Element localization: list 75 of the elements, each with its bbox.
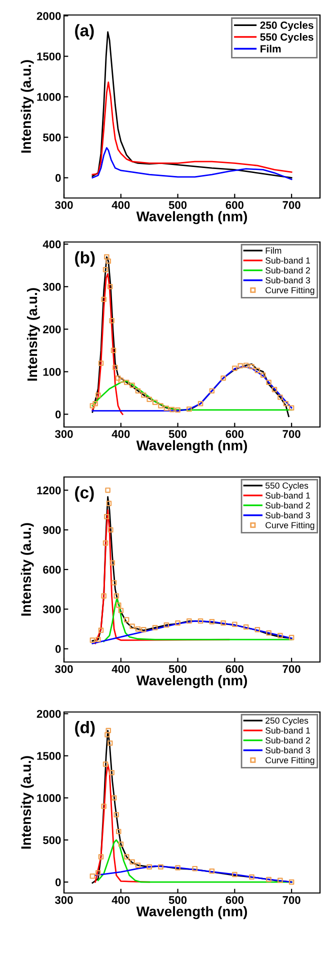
legend-label: Sub-band 2 bbox=[266, 502, 310, 508]
y-axis-title: Intensity (a.u.) bbox=[20, 523, 34, 616]
legend-label: Sub-band 1 bbox=[266, 257, 310, 264]
legend-label: Film bbox=[260, 44, 281, 52]
line-series bbox=[92, 620, 292, 644]
y-axis-title: Intensity (a.u.) bbox=[20, 756, 34, 849]
x-tick-label: 500 bbox=[168, 430, 187, 438]
x-tick-label: 400 bbox=[112, 430, 130, 438]
legend-label: 250 Cycles bbox=[266, 717, 308, 726]
y-tick-label: 300 bbox=[42, 282, 61, 291]
legend-label: Sub-band 1 bbox=[266, 492, 310, 499]
line-series bbox=[94, 865, 292, 883]
x-tick-label: 400 bbox=[112, 665, 130, 673]
y-tick-label: 500 bbox=[43, 836, 61, 844]
legend-label: 550 Cycles bbox=[260, 33, 314, 43]
annotation: (c) bbox=[75, 486, 94, 502]
y-tick-label: 1500 bbox=[37, 52, 61, 60]
y-tick-label: 2000 bbox=[36, 12, 61, 20]
x-tick-label: 500 bbox=[168, 896, 187, 904]
y-axis-title: Intensity (a.u.) bbox=[26, 288, 40, 381]
line-series bbox=[92, 82, 292, 176]
y-tick-label: 2000 bbox=[36, 710, 61, 718]
y-tick-label: 200 bbox=[43, 325, 61, 334]
x-tick-label: 700 bbox=[282, 430, 300, 438]
line-series bbox=[103, 598, 292, 642]
x-tick-label: 700 bbox=[282, 896, 300, 904]
annotation: (d) bbox=[75, 721, 95, 737]
x-tick-label: 400 bbox=[112, 896, 130, 904]
y-tick-label: 1000 bbox=[37, 794, 61, 802]
legend-label: Curve Fitting bbox=[266, 756, 314, 766]
legend-label: Sub-band 3 bbox=[266, 746, 310, 754]
legend-label: Film bbox=[266, 247, 282, 254]
y-tick-label: 600 bbox=[43, 566, 61, 574]
line-series bbox=[92, 380, 292, 411]
legend-label: 550 Cycles bbox=[266, 482, 308, 490]
x-axis-title: Wavelength (nm) bbox=[136, 211, 247, 224]
y-tick-label: 0 bbox=[55, 645, 61, 653]
legend-label: Curve Fitting bbox=[266, 522, 314, 530]
y-tick-label: 0 bbox=[55, 174, 61, 182]
legend-label: Sub-band 2 bbox=[266, 267, 310, 274]
x-tick-label: 700 bbox=[282, 201, 300, 209]
x-tick-label: 600 bbox=[226, 896, 244, 904]
line-series bbox=[92, 147, 292, 180]
y-tick-label: 1500 bbox=[37, 752, 61, 760]
x-tick-label: 700 bbox=[282, 665, 300, 673]
x-tick-label: 600 bbox=[226, 430, 244, 438]
line-series bbox=[92, 273, 124, 415]
annotation: (a) bbox=[75, 24, 94, 40]
x-tick-label: 400 bbox=[112, 201, 130, 209]
x-axis-title: Wavelength (nm) bbox=[136, 906, 247, 920]
x-tick-label: 600 bbox=[226, 665, 244, 673]
annotation: (b) bbox=[75, 251, 95, 267]
y-axis-title: Intensity (a.u.) bbox=[20, 60, 34, 153]
y-tick-label: 1000 bbox=[37, 93, 61, 101]
legend-label: Curve Fitting bbox=[266, 286, 314, 296]
legend-label: Sub-band 3 bbox=[266, 512, 310, 518]
y-tick-label: 500 bbox=[43, 134, 61, 142]
x-tick-label: 500 bbox=[168, 201, 187, 209]
x-tick-label: 500 bbox=[168, 665, 187, 673]
legend-label: 250 Cycles bbox=[260, 21, 314, 31]
y-tick-label: 400 bbox=[42, 240, 61, 248]
line-series bbox=[92, 366, 292, 412]
y-tick-label: 100 bbox=[43, 368, 61, 376]
legend-label: Sub-band 1 bbox=[266, 727, 310, 734]
y-tick-label: 1200 bbox=[37, 486, 61, 494]
x-tick-label: 600 bbox=[226, 201, 244, 209]
line-series bbox=[97, 839, 292, 883]
y-tick-label: 0 bbox=[55, 878, 61, 886]
y-tick-label: 300 bbox=[42, 605, 61, 614]
x-axis-title: Wavelength (nm) bbox=[136, 675, 247, 688]
y-tick-label: 0 bbox=[55, 410, 61, 418]
x-axis-title: Wavelength (nm) bbox=[136, 440, 247, 454]
legend-label: Sub-band 3 bbox=[266, 276, 310, 284]
legend-label: Sub-band 2 bbox=[266, 737, 310, 744]
y-tick-label: 900 bbox=[43, 526, 61, 534]
